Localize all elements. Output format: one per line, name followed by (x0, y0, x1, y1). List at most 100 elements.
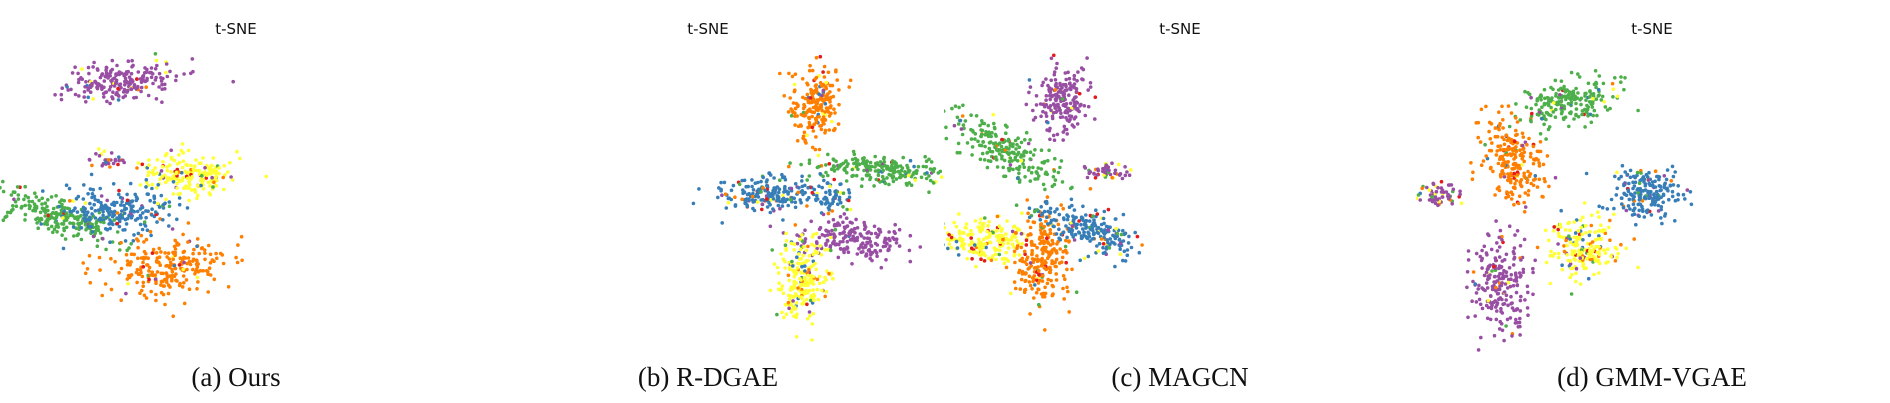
scatter-point (1050, 184, 1055, 189)
scatter-point (155, 201, 160, 206)
scatter-point (1518, 333, 1522, 337)
scatter-point (1506, 136, 1511, 141)
scatter-point (1017, 145, 1022, 149)
scatter-point (1671, 174, 1676, 179)
scatter-point (49, 195, 54, 199)
scatter-point (752, 208, 757, 213)
scatter-point (221, 261, 226, 266)
scatter-point (199, 161, 203, 165)
scatter-point (101, 206, 106, 211)
scatter-point (122, 203, 126, 208)
scatter-point (104, 65, 109, 70)
scatter-point (1050, 259, 1054, 263)
scatter-point (1574, 101, 1578, 106)
scatter-point (1041, 251, 1045, 256)
scatter-point (1495, 292, 1500, 296)
scatter-point (733, 203, 738, 207)
scatter-point (1619, 174, 1623, 179)
scatter-point (1027, 78, 1032, 82)
scatter-point (1544, 137, 1548, 141)
scatter-point (182, 301, 187, 306)
scatter-point (57, 204, 61, 209)
scatter-point (907, 173, 911, 178)
scatter-point (838, 182, 842, 187)
scatter-point (1670, 189, 1675, 194)
scatter-point (147, 265, 152, 270)
scatter-point (211, 168, 216, 172)
scatter-point (1053, 210, 1057, 214)
scatter-point (997, 152, 1002, 156)
scatter-point (1004, 232, 1008, 236)
scatter-point (988, 240, 993, 245)
scatter-point (172, 264, 177, 268)
scatter-point (1091, 236, 1096, 241)
scatter-point (178, 256, 183, 261)
scatter-point (1689, 202, 1694, 207)
scatter-point (1081, 218, 1085, 223)
scatter-point (45, 219, 50, 223)
scatter-point (1057, 94, 1061, 99)
scatter-point (1633, 191, 1637, 195)
scatter-point (782, 94, 786, 98)
scatter-point (750, 178, 754, 182)
scatter-point (154, 75, 158, 80)
scatter-point (1611, 95, 1615, 99)
scatter-point (883, 181, 888, 186)
scatter-point (816, 153, 821, 158)
scatter-point (872, 224, 877, 229)
scatter-point (73, 206, 77, 210)
scatter-point (940, 175, 944, 179)
tsne-scatter-r-dgae (691, 54, 944, 342)
scatter-point (1514, 273, 1518, 278)
scatter-point (984, 130, 988, 134)
scatter-point (1037, 272, 1041, 277)
scatter-point (1511, 283, 1516, 288)
scatter-point (1562, 244, 1566, 248)
scatter-point (149, 289, 153, 294)
scatter-point (132, 252, 136, 257)
scatter-point (1630, 193, 1634, 198)
scatter-point (1088, 81, 1093, 85)
panel-b: t-SNE (b) R-DGAE (472, 0, 944, 403)
scatter-point (792, 314, 796, 319)
scatter-point (1597, 204, 1601, 209)
scatter-point (155, 270, 160, 274)
scatter-point (1068, 117, 1072, 122)
scatter-point (178, 191, 182, 196)
scatter-point (1072, 82, 1077, 86)
scatter-point (160, 164, 165, 169)
scatter-point (1028, 150, 1033, 154)
scatter-point (64, 183, 69, 187)
scatter-point (1526, 169, 1530, 174)
scatter-point (997, 224, 1002, 228)
scatter-point (158, 177, 162, 181)
scatter-point (1476, 120, 1481, 125)
scatter-point (1549, 249, 1553, 254)
scatter-point (1047, 254, 1051, 259)
scatter-point (1019, 245, 1024, 250)
scatter-point (1531, 144, 1536, 149)
scatter-point (1418, 198, 1422, 202)
scatter-point (810, 338, 814, 342)
scatter-point (1049, 56, 1054, 61)
scatter-point (982, 259, 987, 263)
scatter-point (1018, 287, 1023, 291)
scatter-point (848, 220, 853, 225)
scatter-point (148, 229, 153, 234)
scatter-point (847, 85, 851, 89)
scatter-point (1520, 131, 1525, 136)
scatter-point (1497, 110, 1501, 114)
scatter-point (788, 161, 792, 165)
scatter-point (788, 96, 792, 100)
scatter-point (155, 158, 160, 162)
scatter-point (1512, 185, 1517, 190)
scatter-point (53, 216, 57, 221)
scatter-point (1089, 227, 1093, 232)
scatter-point (925, 171, 929, 175)
scatter-point (128, 82, 133, 86)
scatter-point (159, 79, 164, 83)
scatter-point (1511, 263, 1516, 267)
scatter-point (830, 209, 835, 213)
scatter-point (1509, 111, 1514, 115)
scatter-point (180, 285, 185, 289)
